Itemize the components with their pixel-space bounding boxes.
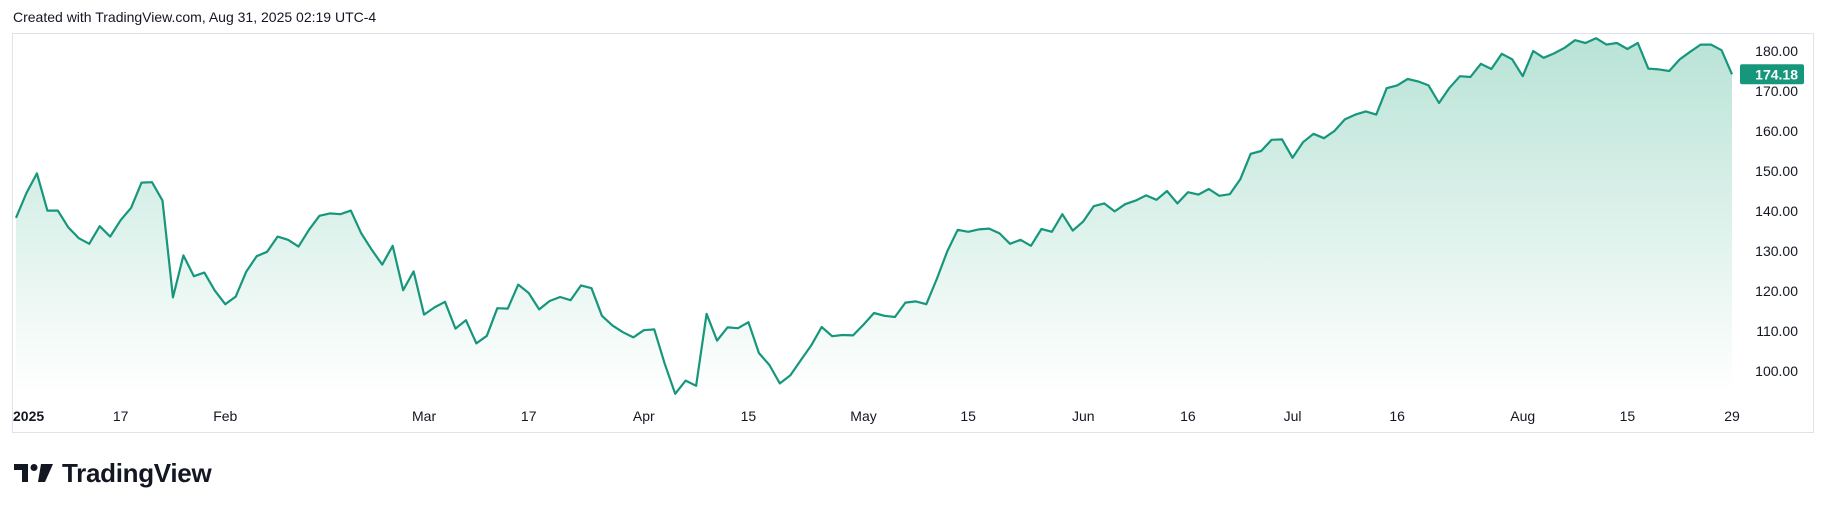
y-tick-label: 150.00 (1755, 163, 1798, 179)
y-tick-label: 180.00 (1755, 43, 1798, 59)
x-tick-label: 15 (960, 408, 976, 424)
last-price-badge (1740, 64, 1804, 85)
chart-frame (12, 33, 1814, 433)
y-tick-label: 170.00 (1755, 83, 1798, 99)
x-tick-label: Feb (213, 408, 237, 424)
x-tick-label: 2025 (13, 408, 44, 424)
tradingview-logo-icon (14, 464, 53, 482)
x-tick-label: Jun (1072, 408, 1095, 424)
chart-attribution: Created with TradingView.com, Aug 31, 20… (13, 9, 377, 25)
last-price-label: 174.18 (1755, 66, 1798, 82)
x-tick-label: Aug (1510, 408, 1535, 424)
y-tick-label: 100.00 (1755, 363, 1798, 379)
x-tick-label: Mar (412, 408, 436, 424)
y-tick-label: 130.00 (1755, 243, 1798, 259)
brand-name: TradingView (62, 457, 212, 488)
brand-logo[interactable]: TradingView (14, 457, 212, 488)
x-tick-label: May (850, 408, 876, 424)
y-tick-label: 140.00 (1755, 203, 1798, 219)
x-tick-label: 16 (1389, 408, 1405, 424)
x-tick-label: 17 (521, 408, 537, 424)
price-line (14, 37, 1734, 395)
x-tick-label: 16 (1180, 408, 1196, 424)
x-tick-label: 15 (741, 408, 757, 424)
y-tick-label: 160.00 (1755, 123, 1798, 139)
x-tick-label: 29 (1724, 408, 1740, 424)
y-tick-label: 110.00 (1756, 323, 1798, 339)
price-area-fill (16, 38, 1732, 394)
x-tick-label: Apr (633, 408, 655, 424)
x-tick-label: 17 (113, 408, 129, 424)
x-tick-label: Jul (1284, 408, 1302, 424)
y-tick-label: 120.00 (1755, 283, 1798, 299)
x-tick-label: 15 (1620, 408, 1636, 424)
